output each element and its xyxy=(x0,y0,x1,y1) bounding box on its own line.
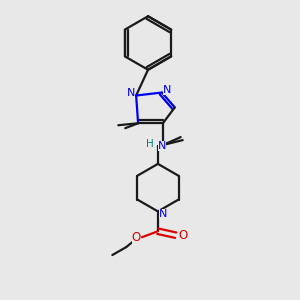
Text: N: N xyxy=(159,209,167,219)
Text: H: H xyxy=(146,139,154,149)
Text: O: O xyxy=(131,231,141,244)
Text: N: N xyxy=(127,88,135,98)
Text: N: N xyxy=(163,85,171,94)
Text: O: O xyxy=(178,229,187,242)
Text: N: N xyxy=(158,141,166,151)
